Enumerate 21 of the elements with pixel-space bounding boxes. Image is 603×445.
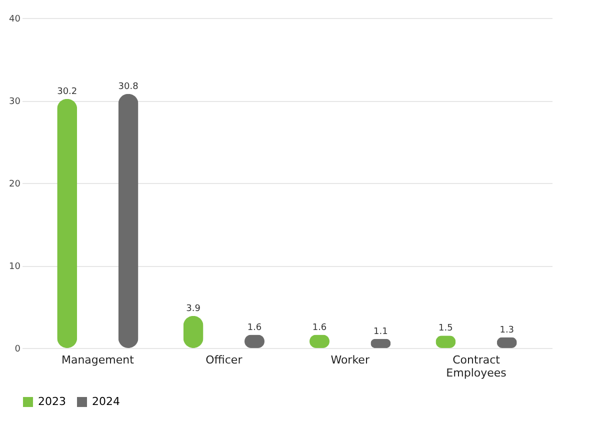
legend-label: 2023 <box>38 395 66 408</box>
y-tick-label: 0 <box>14 344 21 354</box>
y-tick-label: 30 <box>9 97 21 107</box>
data-label: 30.8 <box>118 82 139 92</box>
data-label: 1.1 <box>374 326 388 337</box>
x-tick-label: Worker <box>330 354 370 366</box>
data-label: 1.6 <box>312 322 327 333</box>
y-tick-label: 40 <box>9 14 21 24</box>
y-tick-label: 20 <box>9 180 21 190</box>
data-label: 1.6 <box>247 322 262 333</box>
bar <box>118 94 138 348</box>
data-label: 1.5 <box>438 324 453 334</box>
bar <box>57 98 78 348</box>
x-tick-label: Contract Employees <box>446 354 507 380</box>
data-label: 3.9 <box>186 304 201 314</box>
y-tick-label: 10 <box>9 262 21 272</box>
data-label: 1.3 <box>500 325 514 336</box>
data-label: 30.2 <box>57 86 78 97</box>
x-tick-label: Management <box>61 354 135 366</box>
legend-label: 2024 <box>92 395 120 408</box>
x-tick-label: Officer <box>206 354 243 366</box>
